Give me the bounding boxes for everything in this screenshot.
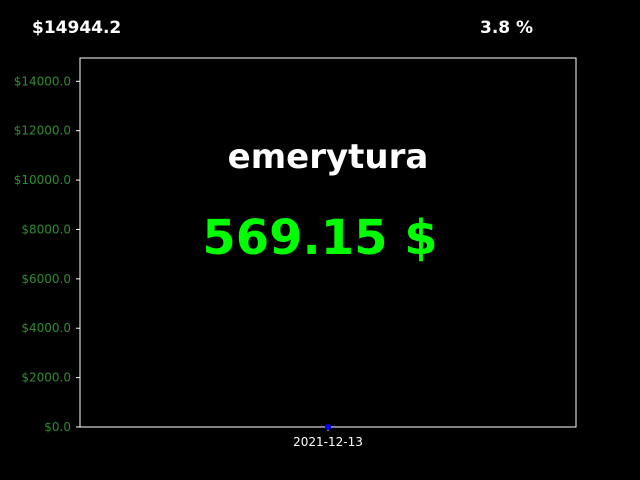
y-tick-label: $12000.0	[14, 124, 71, 138]
plot-area	[79, 57, 577, 428]
y-tick-label: $8000.0	[21, 222, 71, 236]
y-tick-label: $2000.0	[21, 371, 71, 385]
total-value: $14944.2	[32, 18, 122, 38]
x-tick-label: 2021-12-13	[293, 435, 363, 449]
overlay-amount: 569.15 $	[202, 210, 437, 266]
data-points	[325, 424, 331, 430]
percent-value: 3.8 %	[480, 18, 534, 38]
x-axis: 2021-12-13	[293, 427, 363, 449]
y-tick-label: $14000.0	[14, 74, 71, 88]
y-axis: $0.0 $2000.0 $4000.0 $6000.0 $8000.0 $10000.0…	[14, 74, 80, 434]
y-tick-label: $10000.0	[14, 173, 71, 187]
y-tick-label: $0.0	[44, 420, 71, 434]
y-tick-label: $6000.0	[21, 272, 71, 286]
y-tick-label: $4000.0	[21, 321, 71, 335]
overlay-title: emerytura	[228, 137, 429, 177]
data-point	[325, 424, 331, 430]
